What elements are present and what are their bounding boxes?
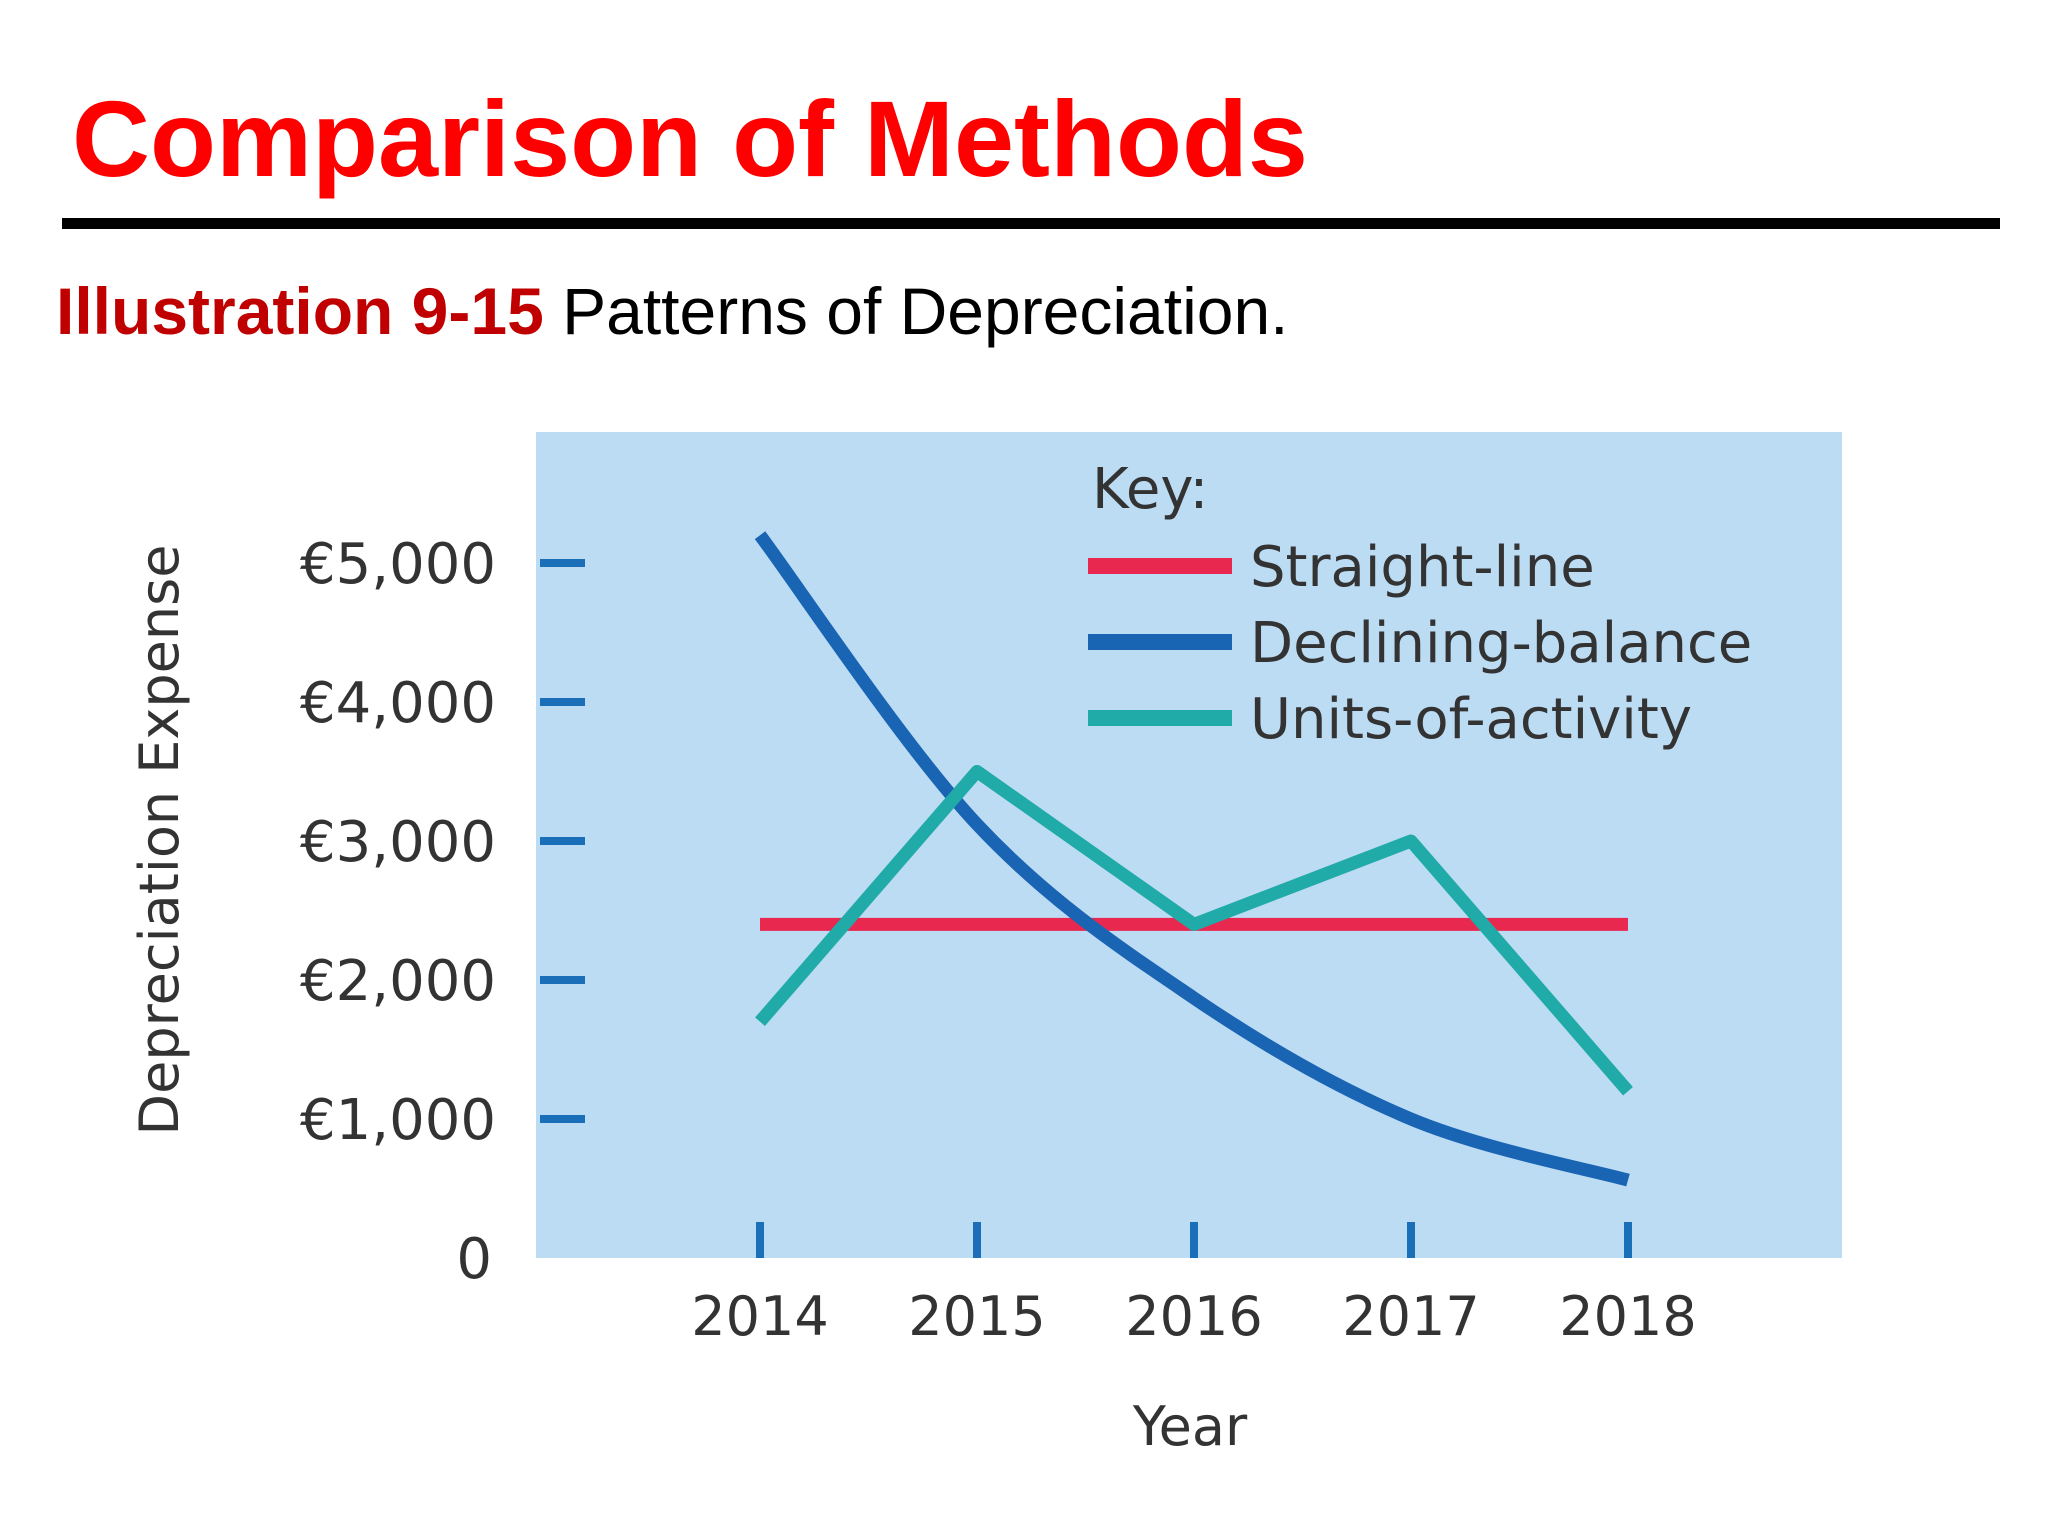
y-tick-label: €5,000 (300, 532, 496, 597)
legend-title: Key: (1092, 457, 1208, 522)
illustration-caption: Illustration 9-15 Patterns of Depreciati… (56, 272, 1289, 351)
plot-background (536, 432, 1842, 1258)
illustration-number: Illustration 9-15 (56, 274, 544, 348)
x-axis-label: Year (1132, 1395, 1248, 1458)
series-line-declining-balance (754, 531, 1630, 1187)
y-tick-label: €4,000 (300, 671, 496, 736)
legend-label: Declining-balance (1250, 611, 1752, 676)
x-tick-label: 2018 (1559, 1285, 1696, 1348)
x-tick-label: 2017 (1342, 1285, 1479, 1348)
y-axis-label: Depreciation Expense (128, 545, 191, 1136)
series-lines (754, 531, 1633, 1187)
y-tick-label: €1,000 (300, 1088, 496, 1153)
x-tick-label: 2015 (908, 1285, 1045, 1348)
legend-label: Units-of-activity (1250, 687, 1692, 752)
legend-label: Straight-line (1250, 535, 1595, 600)
x-tick-label: 2014 (691, 1285, 828, 1348)
y-tick-label: 0 (456, 1227, 492, 1292)
illustration-title: Patterns of Depreciation. (543, 274, 1289, 348)
legend: Key: Straight-line Declining-balance Units-… (1088, 457, 1752, 752)
series-line-units-of-activity (755, 765, 1633, 1096)
y-axis: 0 €1,000 €2,000 €3,000 €4,000 €5,000 (300, 532, 585, 1292)
title-divider (62, 218, 2000, 229)
x-axis: 2014 2015 2016 2017 2018 (691, 1222, 1697, 1348)
x-tick-label: 2016 (1125, 1285, 1262, 1348)
y-tick-label: €2,000 (300, 949, 496, 1014)
y-tick-label: €3,000 (300, 810, 496, 875)
slide-title: Comparison of Methods (72, 78, 1308, 199)
